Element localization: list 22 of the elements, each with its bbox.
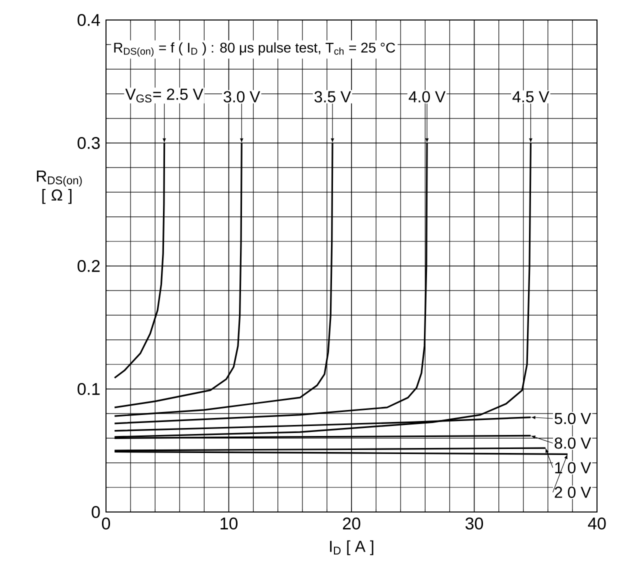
text: V$_{GS}$= 2.5 V xyxy=(125,88,204,102)
x-axis-title: I$_{D}$ [ A ] xyxy=(330,540,374,556)
x-tick-label: 40 xyxy=(588,517,606,530)
legend-label: 8.0 V xyxy=(554,437,592,449)
x-tick-label: 20 xyxy=(342,517,360,530)
x-tick-label: 30 xyxy=(465,517,484,530)
text: 3.0 V xyxy=(224,91,260,102)
y-tick-label: 0.1 xyxy=(78,382,100,395)
x-tick-label: 0 xyxy=(102,517,110,530)
text: 4.5 V xyxy=(512,91,550,102)
text: 4.0 V xyxy=(408,91,446,102)
x-tick-label: 10 xyxy=(220,517,238,530)
legend-label: 2 0 V xyxy=(554,486,592,498)
legend-label: 5.0 V xyxy=(554,412,592,424)
legend-label: 1 0 V xyxy=(555,462,592,474)
text: 3.5 V xyxy=(314,91,351,102)
y-tick-label: 0.3 xyxy=(78,136,100,149)
y-tick-label: 0 xyxy=(92,506,100,518)
y-axis-title: R$_{DS(on)}$ [ Ω ] xyxy=(36,170,82,204)
y-tick-label: 0.2 xyxy=(78,260,100,272)
y-tick-label: 0.4 xyxy=(78,14,100,26)
annotation: R$_{DS(on)}$ = f ( I$_{D}$ ) : 80 μs pulse test, T$_{ch}$ = 25 °C xyxy=(114,42,396,57)
